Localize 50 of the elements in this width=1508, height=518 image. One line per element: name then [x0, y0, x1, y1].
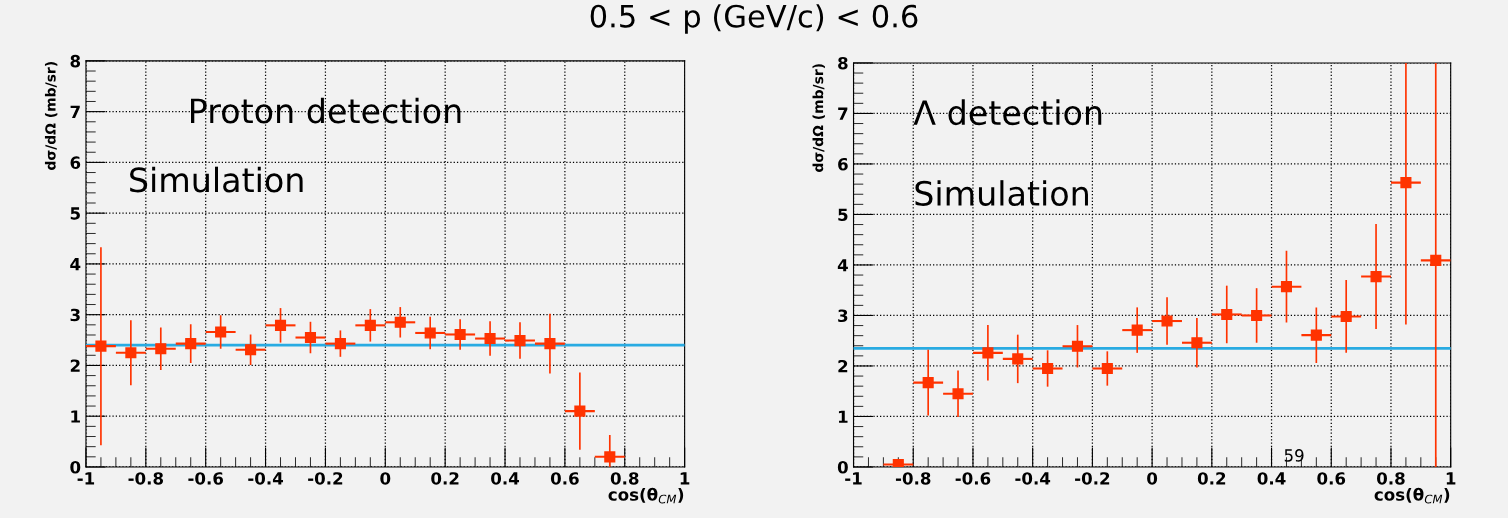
- x-axis-title: cos(θ$_{CM}$): [608, 487, 684, 504]
- x-tick-label: 0.6: [1317, 472, 1346, 485]
- x-tick-label: 0.8: [1377, 472, 1405, 485]
- x-tick-label: -0.4: [248, 472, 284, 485]
- x-tick-label: 0.2: [1197, 472, 1226, 485]
- y-tick-label: 7: [838, 107, 848, 120]
- x-tick-label: -0.8: [895, 472, 931, 485]
- x-tick-label: -0.6: [955, 472, 991, 485]
- x-tick-label: -0.2: [308, 472, 343, 485]
- x-tick-label: 0: [380, 472, 391, 485]
- y-tick-label: 3: [70, 308, 80, 322]
- x-axis-title: cos(θ$_{CM}$): [1374, 487, 1450, 504]
- y-tick-label: 8: [70, 54, 81, 68]
- annotation: Proton detection: [191, 97, 461, 124]
- y-axis-title: dσ/dΩ (mb/sr): [812, 64, 825, 173]
- y-tick-label: 7: [70, 105, 80, 118]
- y-tick-label: 4: [837, 259, 848, 272]
- y-tick-label: 6: [70, 156, 81, 169]
- y-tick-label: 8: [838, 56, 848, 70]
- y-tick-label: 6: [838, 157, 848, 171]
- x-tick-label: -0.4: [1015, 472, 1051, 485]
- y-tick-label: 4: [70, 258, 81, 271]
- x-tick-label: 0.2: [431, 472, 459, 485]
- annotation: Λ detection: [913, 99, 1102, 126]
- y-tick-label: 5: [70, 207, 80, 220]
- x-tick-label: -0.6: [188, 472, 224, 485]
- x-tick-label: -1: [845, 472, 862, 485]
- x-tick-label: 0.8: [610, 472, 639, 485]
- y-axis-title: dσ/dΩ (mb/sr): [44, 62, 58, 170]
- y-tick-label: 5: [838, 208, 848, 222]
- x-tick-label: 0: [1147, 472, 1158, 485]
- x-tick-label: 0.6: [550, 472, 579, 485]
- y-tick-label: 0: [70, 460, 81, 474]
- text: 0.5 < p (GeV/c) < 0.6: [590, 4, 918, 34]
- x-tick-label: -0.8: [128, 472, 164, 485]
- x-tick-label: 1: [1446, 472, 1456, 485]
- y-tick-label: 3: [838, 309, 848, 323]
- y-tick-label: 2: [70, 359, 80, 372]
- annotation: 59: [1284, 449, 1304, 462]
- y-tick-label: 0: [837, 460, 848, 474]
- x-tick-label: 1: [680, 472, 690, 485]
- x-tick-label: -0.2: [1075, 472, 1110, 485]
- x-tick-label: 0.4: [491, 472, 520, 485]
- x-tick-label: -1: [77, 472, 95, 485]
- y-tick-label: 1: [71, 410, 80, 423]
- y-tick-label: 1: [838, 410, 848, 423]
- x-tick-label: 0.4: [1257, 472, 1286, 485]
- annotation: Simulation: [130, 166, 303, 193]
- y-tick-label: 2: [838, 359, 848, 373]
- annotation: Simulation: [915, 180, 1088, 206]
